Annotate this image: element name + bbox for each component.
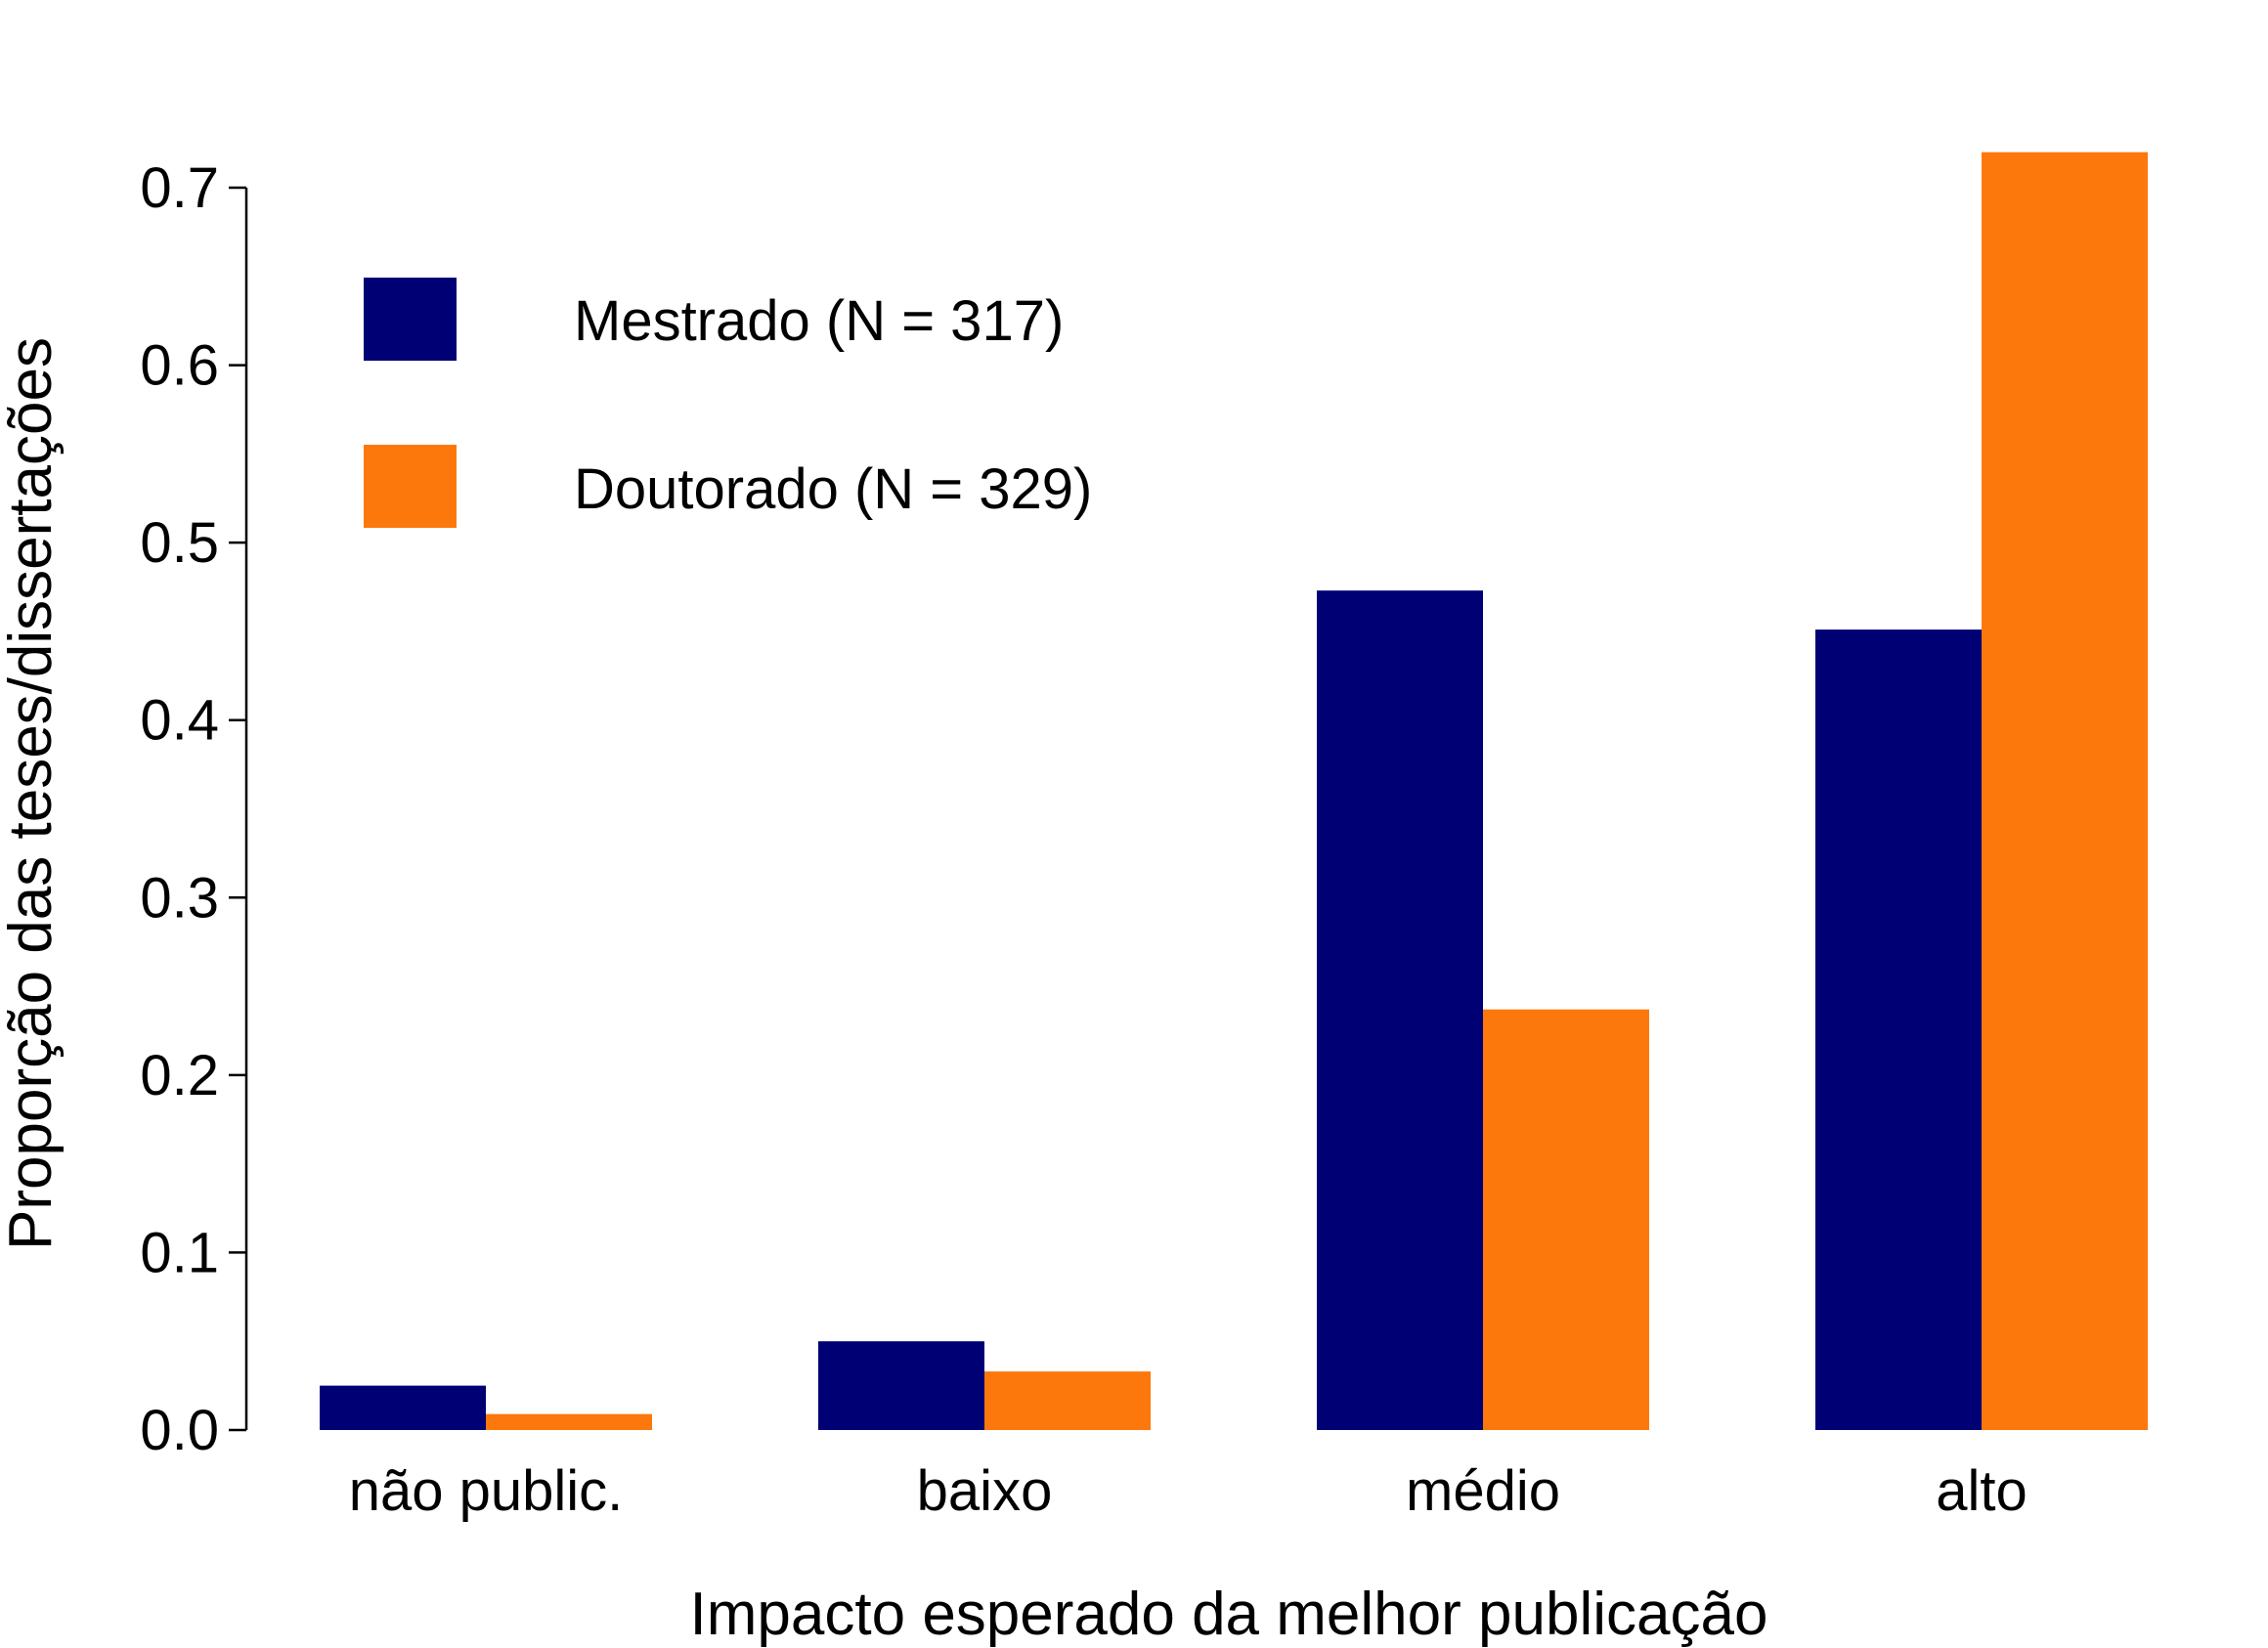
bar-mestrado-1 xyxy=(818,1341,984,1430)
x-category-label: médio xyxy=(1406,1459,1560,1523)
y-axis: 0.0 0.1 0.2 0.3 0.4 0.5 0.6 0.7 xyxy=(140,156,248,1462)
bar-doutorado-3 xyxy=(1982,152,2148,1431)
y-tick-label: 0.6 xyxy=(140,334,219,398)
x-category-label: alto xyxy=(1936,1459,2028,1523)
bar-doutorado-0 xyxy=(486,1413,652,1430)
y-axis-title: Proporção das teses/dissertações xyxy=(0,337,65,1250)
y-tick-label: 0.2 xyxy=(140,1044,219,1107)
bar-doutorado-2 xyxy=(1483,1009,1649,1430)
y-tick-label: 0.7 xyxy=(140,156,219,220)
legend-swatch-doutorado xyxy=(364,445,457,528)
x-category-label: não public. xyxy=(349,1459,624,1523)
y-tick-label: 0.3 xyxy=(140,866,219,930)
x-axis-labels: não public. baixo médio alto xyxy=(349,1459,2028,1523)
legend-label-doutorado: Doutorado (N = 329) xyxy=(574,457,1092,521)
y-tick-label: 0.5 xyxy=(140,511,219,575)
legend-swatch-mestrado xyxy=(364,278,457,361)
x-axis-title: Impacto esperado da melhor publicação xyxy=(690,1581,1768,1648)
x-category-label: baixo xyxy=(917,1459,1053,1523)
bar-mestrado-0 xyxy=(320,1385,486,1430)
bar-doutorado-1 xyxy=(984,1371,1151,1430)
legend-label-mestrado: Mestrado (N = 317) xyxy=(574,289,1064,353)
bar-mestrado-3 xyxy=(1815,629,1982,1430)
y-tick-label: 0.4 xyxy=(140,689,219,753)
bar-mestrado-2 xyxy=(1317,590,1483,1430)
legend: Mestrado (N = 317) Doutorado (N = 329) xyxy=(364,278,1092,528)
y-tick-label: 0.0 xyxy=(140,1399,219,1462)
y-tick-label: 0.1 xyxy=(140,1221,219,1284)
bars-group xyxy=(320,152,2148,1431)
